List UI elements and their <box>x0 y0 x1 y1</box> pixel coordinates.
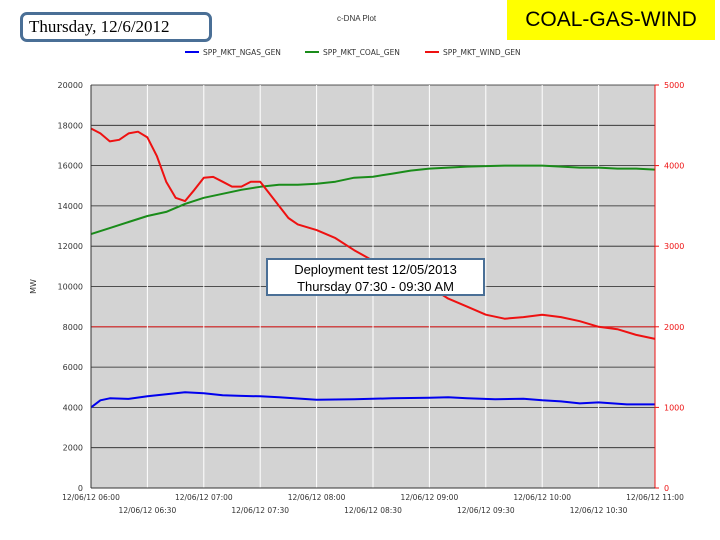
x-tick-label-major: 12/06/12 08:00 <box>288 493 346 502</box>
y-right-tick-label: 5000 <box>664 81 684 90</box>
x-tick-label-minor: 12/06/12 07:30 <box>231 506 289 515</box>
date-label-box: Thursday, 12/6/2012 <box>20 12 212 42</box>
x-tick-label-minor: 12/06/12 10:30 <box>570 506 628 515</box>
y-right-tick-label: 1000 <box>664 403 684 412</box>
y-left-tick-label: 4000 <box>63 403 83 412</box>
legend-label: SPP_MKT_NGAS_GEN <box>203 48 281 57</box>
y-left-tick-label: 8000 <box>63 323 83 332</box>
y-right-tick-label: 2000 <box>664 323 684 332</box>
series-line-spp-mkt-coal-gen <box>90 164 656 236</box>
x-tick-label-major: 12/06/12 07:00 <box>175 493 233 502</box>
y-axis-label: MW <box>29 279 38 294</box>
x-tick-label-minor: 12/06/12 08:30 <box>344 506 402 515</box>
y-right-tick-label: 0 <box>664 484 669 493</box>
x-tick-label-major: 12/06/12 11:00 <box>626 493 684 502</box>
annotation-line1: Deployment test 12/05/2013 <box>294 262 457 277</box>
x-tick-label-minor: 12/06/12 06:30 <box>119 506 177 515</box>
y-left-tick-label: 6000 <box>63 363 83 372</box>
y-left-tick-label: 18000 <box>58 121 83 130</box>
y-right-tick-label: 4000 <box>664 162 684 171</box>
y-left-tick-label: 10000 <box>58 283 83 292</box>
date-label: Thursday, 12/6/2012 <box>29 17 170 36</box>
plot-label: c-DNA Plot <box>337 14 377 23</box>
legend-label: SPP_MKT_COAL_GEN <box>323 48 400 57</box>
x-tick-label-major: 12/06/12 09:00 <box>401 493 459 502</box>
y-left-tick-label: 2000 <box>63 444 83 453</box>
x-tick-label-minor: 12/06/12 09:30 <box>457 506 515 515</box>
annotation-box: Deployment test 12/05/2013 Thursday 07:3… <box>266 258 485 296</box>
y-right-tick-label: 3000 <box>664 242 684 251</box>
y-left-tick-label: 20000 <box>58 81 83 90</box>
y-left-tick-label: 12000 <box>58 242 83 251</box>
series-line-spp-mkt-ngas-gen <box>90 391 655 409</box>
series-line-spp-mkt-wind-gen <box>90 127 656 340</box>
y-left-tick-label: 14000 <box>58 202 83 211</box>
y-left-tick-label: 16000 <box>58 162 83 171</box>
x-tick-label-major: 12/06/12 06:00 <box>62 493 120 502</box>
y-left-tick-label: 0 <box>78 484 83 493</box>
legend-label: SPP_MKT_WIND_GEN <box>443 48 521 57</box>
title-banner: COAL-GAS-WIND <box>507 0 715 40</box>
x-tick-label-major: 12/06/12 10:00 <box>513 493 571 502</box>
annotation-line2: Thursday 07:30 - 09:30 AM <box>297 279 454 294</box>
